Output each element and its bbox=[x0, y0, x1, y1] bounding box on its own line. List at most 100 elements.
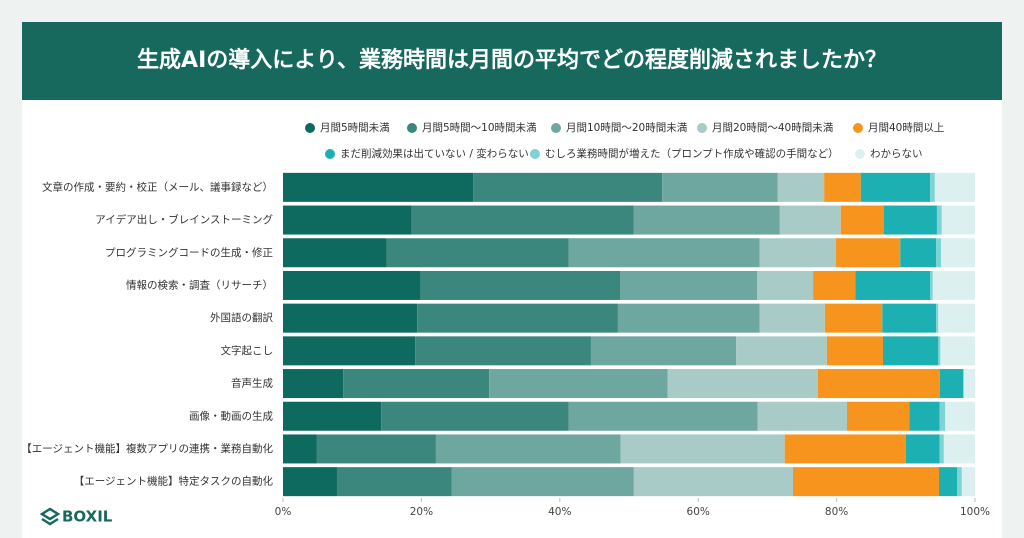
bar-segment bbox=[777, 172, 825, 202]
bar-segment bbox=[283, 205, 412, 235]
x-tick-label: 60% bbox=[687, 506, 710, 518]
bar-segment bbox=[936, 205, 942, 235]
bar-segment bbox=[943, 434, 975, 464]
legend-label: 月間5時間未満 bbox=[320, 122, 390, 134]
bar-segment bbox=[633, 205, 780, 235]
x-tick-label: 80% bbox=[825, 506, 848, 518]
legend-swatch bbox=[325, 149, 335, 159]
x-tick-label: 20% bbox=[410, 506, 433, 518]
legend-label: 月間20時間～40時間未満 bbox=[712, 122, 834, 134]
bar-segment bbox=[909, 401, 940, 431]
logo-icon bbox=[39, 507, 61, 526]
header-band bbox=[22, 22, 1002, 100]
legend-swatch bbox=[855, 149, 865, 159]
bar-segment bbox=[451, 467, 634, 497]
bar-segment bbox=[759, 303, 825, 333]
legend-label: 月間10時間～20時間未満 bbox=[566, 122, 688, 134]
bar-segment bbox=[283, 172, 474, 202]
bar-segment bbox=[316, 434, 436, 464]
bar-segment bbox=[882, 336, 939, 366]
bar-segment bbox=[941, 205, 975, 235]
brand-logo: BOXIL bbox=[62, 508, 113, 526]
bar-segment bbox=[617, 303, 760, 333]
bar-segment bbox=[824, 303, 883, 333]
legend-label: 月間5時間～10時間未満 bbox=[422, 122, 537, 134]
bar-segment bbox=[435, 434, 621, 464]
bar-segment bbox=[283, 336, 416, 366]
category-label: 外国語の翻訳 bbox=[210, 311, 273, 324]
bar-segment bbox=[667, 369, 818, 399]
bar-segment bbox=[932, 270, 975, 300]
legend-label: むしろ業務時間が増えた（プロンプト作成や確認の手間など） bbox=[545, 147, 839, 160]
bar-segment bbox=[489, 369, 668, 399]
bar-segment bbox=[784, 434, 906, 464]
bar-segment bbox=[381, 401, 569, 431]
category-label: 音声生成 bbox=[231, 377, 273, 390]
bar-segment bbox=[840, 205, 884, 235]
x-tick-label: 100% bbox=[960, 506, 990, 518]
bar-segment bbox=[941, 238, 975, 268]
x-tick-label: 0% bbox=[275, 506, 292, 518]
legend-label: 月間40時間以上 bbox=[868, 122, 944, 134]
bar-segment bbox=[860, 172, 931, 202]
legend-swatch bbox=[530, 149, 540, 159]
bar-segment bbox=[936, 303, 939, 333]
bar-segment bbox=[963, 369, 975, 399]
category-label: 【エージェント機能】特定タスクの自動化 bbox=[74, 475, 274, 488]
bar-segment bbox=[846, 401, 910, 431]
bar-segment bbox=[939, 369, 964, 399]
bar-segment bbox=[905, 434, 940, 464]
bar-segment bbox=[757, 401, 847, 431]
bar-segment bbox=[386, 238, 569, 268]
chart-title: 生成AIの導入により、業務時間は月間の平均でどの程度削減されましたか？ bbox=[137, 47, 887, 73]
legend-label: わからない bbox=[870, 148, 923, 160]
legend-swatch bbox=[697, 123, 707, 133]
bar-segment bbox=[736, 336, 827, 366]
bar-segment bbox=[939, 467, 958, 497]
bar-segment bbox=[835, 238, 901, 268]
bar-segment bbox=[934, 172, 975, 202]
bar-segment bbox=[420, 270, 621, 300]
category-label: 文章の作成・要約・校正（メール、議事録など） bbox=[42, 180, 273, 193]
bar-segment bbox=[939, 434, 944, 464]
bar-segment bbox=[568, 401, 758, 431]
bar-segment bbox=[417, 303, 618, 333]
category-label: プログラミングコードの生成・修正 bbox=[105, 246, 273, 259]
bar-segment bbox=[963, 369, 964, 399]
bar-segment bbox=[759, 238, 836, 268]
bar-segment bbox=[957, 467, 962, 497]
bar-segment bbox=[936, 238, 942, 268]
category-label: 情報の検索・調査（リサーチ） bbox=[126, 278, 273, 291]
bar-segment bbox=[793, 467, 940, 497]
bar-segment bbox=[283, 467, 337, 497]
bar-segment bbox=[283, 303, 418, 333]
bar-segment bbox=[813, 270, 856, 300]
bar-segment bbox=[855, 270, 931, 300]
category-label: アイデア出し・ブレインストーミング bbox=[95, 213, 273, 226]
category-label: 文字起こし bbox=[221, 344, 274, 357]
bar-segment bbox=[415, 336, 591, 366]
bar-segment bbox=[283, 238, 387, 268]
bar-segment bbox=[620, 270, 758, 300]
bar-segment bbox=[757, 270, 814, 300]
bar-segment bbox=[945, 401, 975, 431]
bar-segment bbox=[940, 336, 975, 366]
bar-segment bbox=[283, 401, 382, 431]
bar-segment bbox=[590, 336, 737, 366]
bar-segment bbox=[343, 369, 490, 399]
category-label: 画像・動画の生成 bbox=[189, 409, 273, 422]
bar-segment bbox=[824, 172, 861, 202]
bar-segment bbox=[930, 172, 935, 202]
bar-segment bbox=[411, 205, 634, 235]
bar-segment bbox=[283, 270, 421, 300]
bar-segment bbox=[633, 467, 794, 497]
bar-segment bbox=[883, 205, 937, 235]
bar-segment bbox=[568, 238, 760, 268]
bar-segment bbox=[620, 434, 785, 464]
bar-segment bbox=[961, 467, 975, 497]
legend-swatch bbox=[305, 123, 315, 133]
bar-segment bbox=[930, 270, 933, 300]
category-label: 【エージェント機能】複数アプリの連携・業務自動化 bbox=[21, 442, 273, 455]
bar-segment bbox=[473, 172, 663, 202]
